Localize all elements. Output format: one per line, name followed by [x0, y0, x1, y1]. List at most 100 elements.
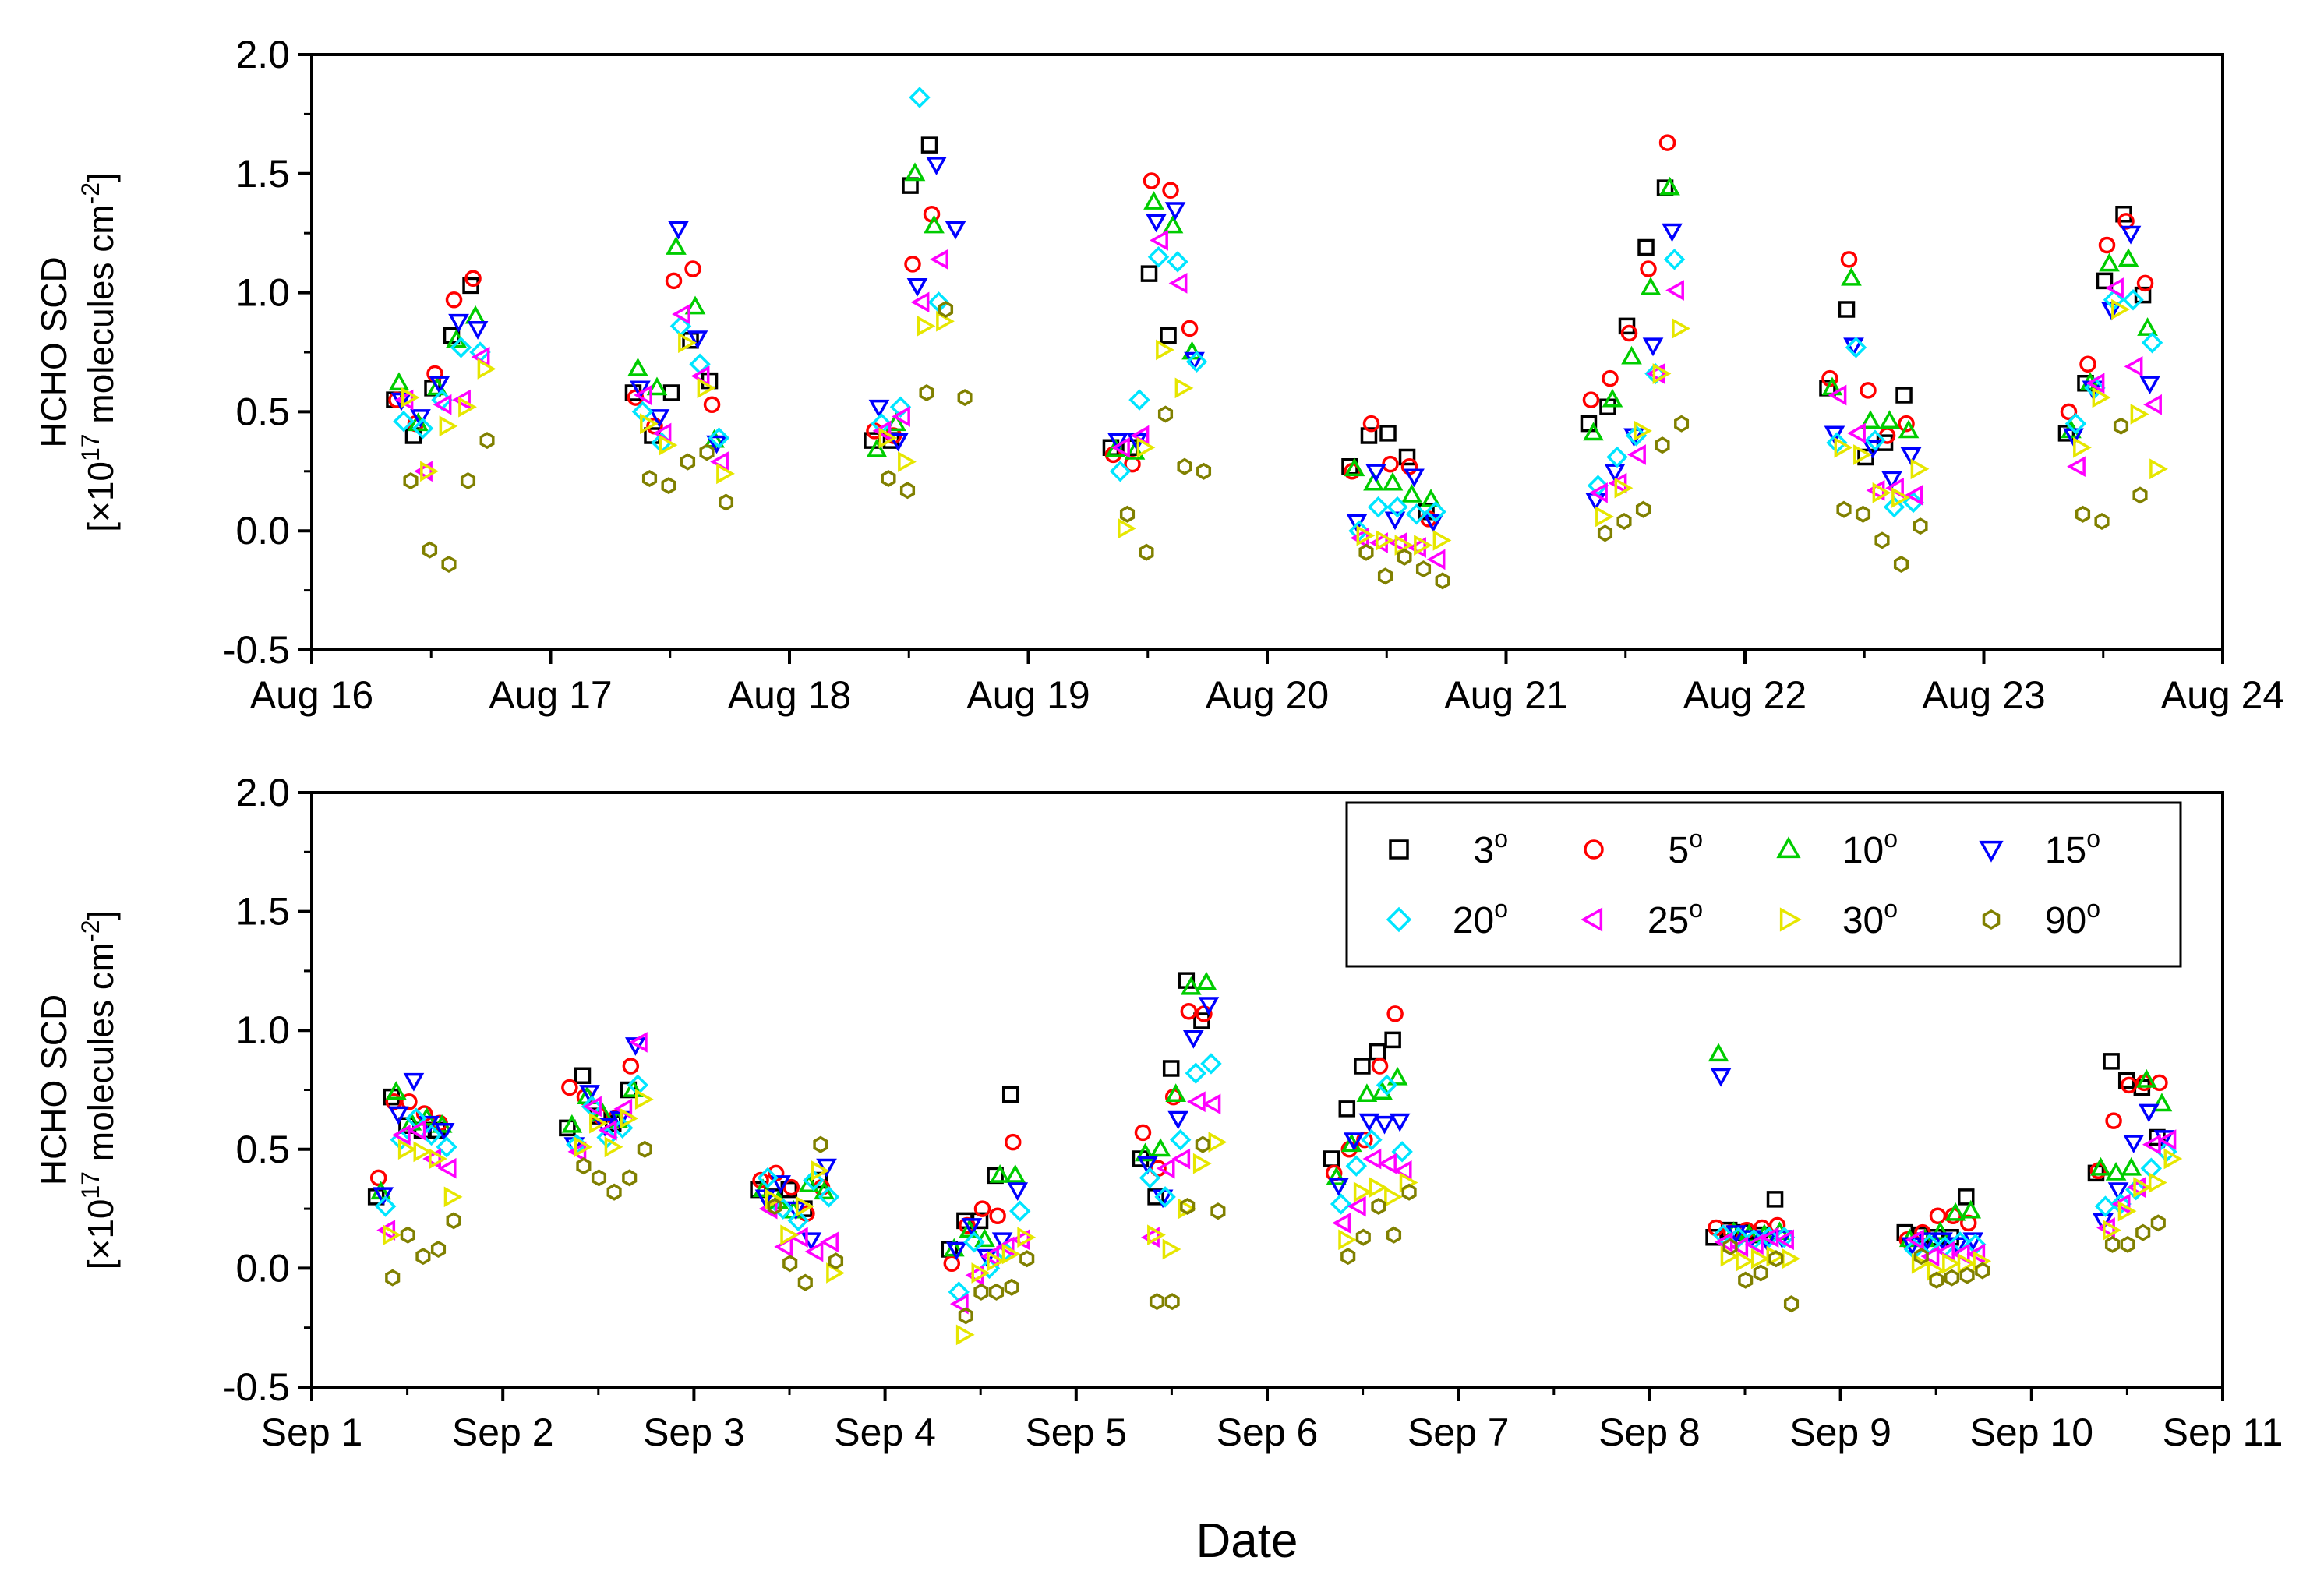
- data-point: [1377, 567, 1393, 585]
- legend-marker: [1389, 839, 1409, 860]
- legend-marker: [1982, 909, 2001, 930]
- data-point: [369, 1169, 387, 1187]
- legend-label: 30o: [1842, 895, 1898, 941]
- data-point: [1004, 1278, 1019, 1296]
- data-point: [1782, 1248, 1800, 1269]
- data-point: [1379, 425, 1397, 442]
- data-point: [1847, 422, 1866, 444]
- data-point: [2157, 1129, 2177, 1150]
- data-point: [591, 1169, 607, 1187]
- data-point: [1140, 265, 1158, 282]
- data-point: [1606, 446, 1628, 468]
- data-point: [1944, 1202, 1966, 1221]
- plot-frame: [310, 53, 2224, 651]
- data-point: [446, 1212, 461, 1230]
- data-point: [787, 1209, 810, 1232]
- data-point: [1879, 410, 1900, 429]
- data-point: [1415, 560, 1432, 578]
- series-5-deg: [388, 134, 2154, 528]
- data-point: [1019, 1250, 1035, 1268]
- data-point: [1674, 415, 1690, 433]
- data-point: [1860, 410, 1881, 429]
- legend-label: 15o: [2045, 824, 2100, 871]
- data-point: [1944, 1269, 1960, 1287]
- y-tick-label: 1.0: [235, 1008, 290, 1052]
- legend-marker: [1581, 907, 1603, 932]
- data-point: [703, 396, 721, 413]
- data-point: [1435, 572, 1450, 590]
- data-point: [919, 383, 934, 402]
- data-point: [697, 377, 716, 399]
- series-15-deg: [373, 997, 2175, 1268]
- data-point: [1192, 1153, 1212, 1174]
- data-point: [2134, 286, 2152, 304]
- data-point: [930, 249, 948, 270]
- data-point: [1185, 351, 1208, 373]
- data-point: [1729, 1236, 1749, 1258]
- data-point: [561, 1114, 583, 1133]
- data-point: [464, 270, 482, 288]
- series-20-deg: [374, 1053, 2177, 1303]
- data-point: [441, 555, 457, 574]
- data-point: [606, 1183, 622, 1201]
- data-point: [2151, 1093, 2173, 1112]
- data-point: [1855, 505, 1871, 523]
- data-point: [634, 1089, 654, 1110]
- data-point: [1389, 1113, 1411, 1132]
- data-point: [813, 1135, 828, 1153]
- x-tick-label: Sep 10: [1970, 1411, 2093, 1454]
- data-point: [1391, 1141, 1413, 1163]
- data-point: [1975, 1262, 1990, 1280]
- data-point: [2092, 387, 2111, 408]
- y-axis-label-line1: HCHO SCD: [34, 994, 74, 1185]
- x-tick-label: Aug 20: [1206, 673, 1329, 717]
- data-point: [634, 384, 652, 406]
- data-point: [479, 432, 495, 450]
- data-point: [1398, 448, 1416, 466]
- data-point: [1646, 363, 1665, 384]
- data-point: [1422, 514, 1444, 533]
- data-point: [1371, 1058, 1389, 1075]
- data-point: [2149, 458, 2168, 480]
- data-point: [464, 305, 486, 324]
- data-point: [433, 394, 452, 415]
- data-point: [1136, 436, 1156, 458]
- data-point: [436, 1136, 457, 1158]
- data-point: [1583, 422, 1604, 441]
- data-point: [1376, 530, 1394, 551]
- data-point: [2111, 298, 2130, 320]
- legend-marker: [1779, 907, 1802, 932]
- data-point: [1620, 324, 1638, 342]
- data-point: [1587, 475, 1609, 496]
- data-point: [789, 1227, 808, 1248]
- data-point: [589, 1112, 608, 1134]
- data-point: [2142, 1134, 2161, 1156]
- data-point: [1898, 419, 1920, 439]
- data-point: [462, 277, 479, 295]
- data-point: [373, 1187, 394, 1206]
- data-point: [1017, 1227, 1037, 1248]
- data-point: [699, 443, 715, 461]
- data-point: [1162, 214, 1184, 234]
- data-point: [561, 1079, 578, 1096]
- data-point: [2103, 1053, 2120, 1070]
- data-point: [1355, 1228, 1371, 1246]
- data-point: [388, 372, 410, 391]
- data-point: [678, 332, 697, 354]
- data-point: [1171, 1148, 1191, 1170]
- data-point: [2094, 512, 2110, 531]
- data-point: [1154, 1186, 1176, 1208]
- data-point: [413, 1141, 433, 1163]
- data-point: [1904, 485, 1923, 506]
- data-point: [2096, 272, 2114, 290]
- legend-entry-10-deg: 10o: [1776, 824, 1898, 871]
- data-point: [1323, 1150, 1340, 1167]
- data-point: [2104, 1235, 2121, 1253]
- data-point: [899, 482, 916, 500]
- data-point: [1200, 1053, 1222, 1075]
- data-point: [1360, 427, 1378, 444]
- data-point: [467, 321, 489, 340]
- data-point: [1004, 1133, 1022, 1151]
- data-point: [1157, 405, 1174, 423]
- data-point: [1167, 251, 1188, 273]
